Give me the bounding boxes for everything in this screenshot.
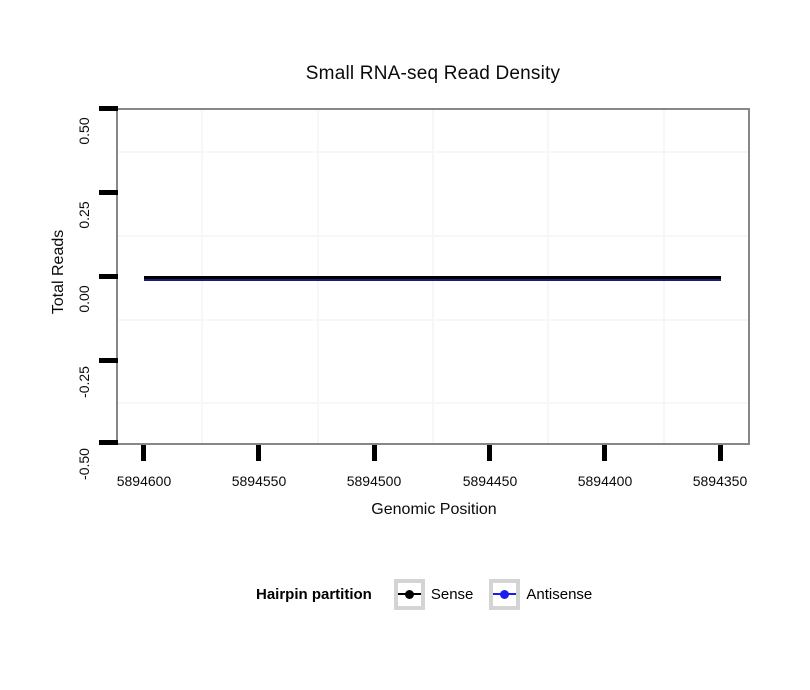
legend-label-antisense: Antisense: [526, 586, 593, 603]
x-tick: [602, 445, 607, 461]
legend-key-antisense: [489, 579, 521, 610]
x-tick-label: 5894450: [462, 473, 518, 489]
chart-title: Small RNA-seq Read Density: [305, 63, 561, 84]
x-tick-label: 5894500: [346, 473, 402, 489]
y-tick: [99, 440, 118, 445]
y-tick: [99, 106, 118, 111]
gridline-horizontal: [118, 402, 748, 404]
y-tick-label: 0.25: [76, 201, 92, 229]
y-tick: [99, 274, 118, 279]
legend-label-sense: Sense: [430, 586, 474, 603]
data-line-antisense: [144, 279, 721, 281]
x-tick-label: 5894600: [116, 473, 172, 489]
x-tick-label: 5894400: [577, 473, 633, 489]
antisense-point-icon: [500, 590, 510, 599]
legend-item-sense: Sense: [393, 579, 474, 610]
x-tick: [718, 445, 723, 461]
legend-key-sense: [393, 579, 425, 610]
x-tick-label: 5894550: [231, 473, 287, 489]
y-tick-label: 0.00: [76, 285, 92, 313]
y-tick: [99, 190, 118, 195]
plot-panel: [116, 108, 750, 445]
x-tick: [487, 445, 492, 461]
x-tick: [141, 445, 146, 461]
y-tick-label: 0.50: [76, 117, 92, 145]
y-axis-title: Total Reads: [50, 229, 67, 315]
x-tick: [256, 445, 261, 461]
legend-title: Hairpin partition: [256, 586, 372, 603]
sense-point-icon: [404, 590, 414, 599]
x-tick: [372, 445, 377, 461]
x-tick-label: 5894350: [692, 473, 748, 489]
data-line-sense: [144, 276, 721, 279]
gridline-horizontal: [118, 319, 748, 321]
y-tick-label: -0.50: [76, 448, 92, 480]
legend-item-antisense: Antisense: [489, 579, 592, 610]
gridline-horizontal: [118, 235, 748, 237]
x-axis-title: Genomic Position: [371, 501, 497, 518]
gridline-horizontal: [118, 151, 748, 153]
legend: Hairpin partition Sense Antisense: [256, 578, 608, 611]
y-tick-label: -0.25: [76, 366, 92, 398]
y-tick: [99, 358, 118, 363]
